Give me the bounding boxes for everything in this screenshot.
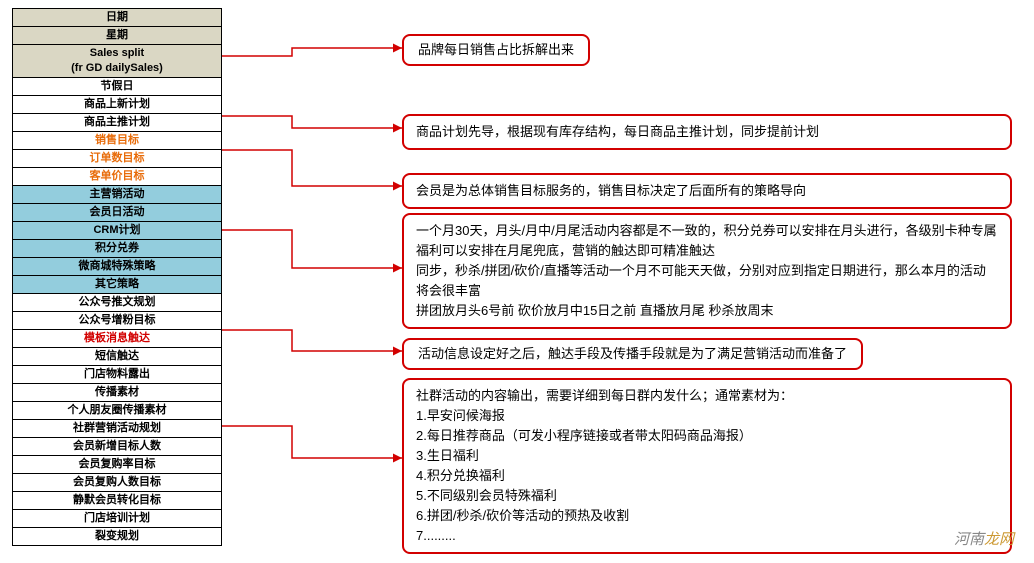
callout-c6: 社群活动的内容输出，需要详细到每日群内发什么；通常素材为： 1.早安问候海报 2… <box>402 378 1012 554</box>
table-row: 商品上新计划 <box>13 96 221 114</box>
table-row: 日期 <box>13 9 221 27</box>
plan-table: 日期星期Sales split (fr GD dailySales)节假日商品上… <box>12 8 222 546</box>
table-row: 主营销活动 <box>13 186 221 204</box>
callout-c4: 一个月30天，月头/月中/月尾活动内容都是不一致的，积分兑券可以安排在月头进行，… <box>402 213 1012 329</box>
connectors <box>222 8 432 563</box>
table-row: 会员日活动 <box>13 204 221 222</box>
table-row: Sales split (fr GD dailySales) <box>13 45 221 78</box>
annotation-panel: 品牌每日销售占比拆解出来商品计划先导，根据现有库存结构，每日商品主推计划，同步提… <box>222 8 1022 546</box>
table-row: 星期 <box>13 27 221 45</box>
table-row: 社群营销活动规划 <box>13 420 221 438</box>
table-row: 裂变规划 <box>13 528 221 545</box>
table-row: 会员新增目标人数 <box>13 438 221 456</box>
callout-c1: 品牌每日销售占比拆解出来 <box>402 34 590 66</box>
table-row: 公众号增粉目标 <box>13 312 221 330</box>
table-row: 微商城特殊策略 <box>13 258 221 276</box>
table-row: 其它策略 <box>13 276 221 294</box>
table-row: 公众号推文规划 <box>13 294 221 312</box>
callout-c3: 会员是为总体销售目标服务的，销售目标决定了后面所有的策略导向 <box>402 173 1012 209</box>
table-row: 个人朋友圈传播素材 <box>13 402 221 420</box>
callout-c5: 活动信息设定好之后，触达手段及传播手段就是为了满足营销活动而准备了 <box>402 338 863 370</box>
table-row: 积分兑券 <box>13 240 221 258</box>
table-row: 会员复购率目标 <box>13 456 221 474</box>
table-row: 短信触达 <box>13 348 221 366</box>
table-row: 节假日 <box>13 78 221 96</box>
table-row: CRM计划 <box>13 222 221 240</box>
table-row: 销售目标 <box>13 132 221 150</box>
table-row: 静默会员转化目标 <box>13 492 221 510</box>
table-row: 门店物料露出 <box>13 366 221 384</box>
callout-c2: 商品计划先导，根据现有库存结构，每日商品主推计划，同步提前计划 <box>402 114 1012 150</box>
table-row: 传播素材 <box>13 384 221 402</box>
table-row: 客单价目标 <box>13 168 221 186</box>
table-row: 商品主推计划 <box>13 114 221 132</box>
table-row: 会员复购人数目标 <box>13 474 221 492</box>
watermark: 河南龙网 <box>954 528 1014 549</box>
table-row: 门店培训计划 <box>13 510 221 528</box>
table-row: 订单数目标 <box>13 150 221 168</box>
table-row: 模板消息触达 <box>13 330 221 348</box>
